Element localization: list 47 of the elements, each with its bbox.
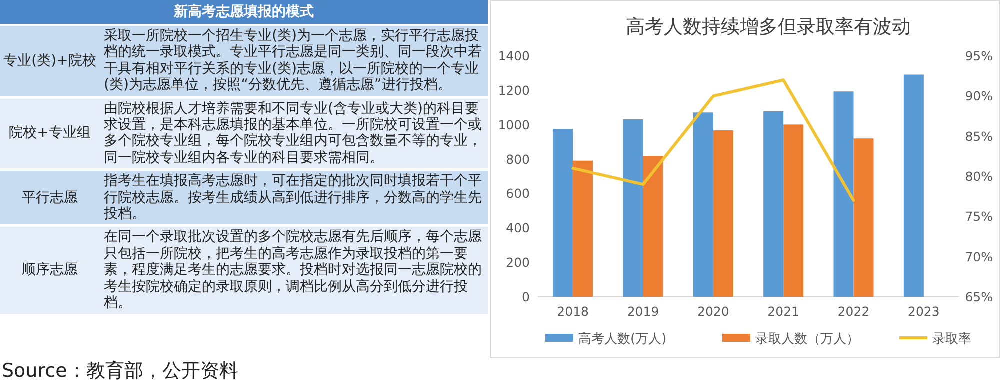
- category-label: 平行志愿: [21, 188, 79, 208]
- text: 新高考志愿填报的模式: [0, 0, 488, 24]
- y2-tick-label: 65%: [965, 290, 994, 304]
- y-tick-label: 1200: [498, 82, 530, 98]
- x-tick-label: 2023: [908, 304, 940, 319]
- y2-tick-label: 70%: [965, 249, 994, 264]
- text: 在同一个录取批次设置的多个院校志愿有先后顺序，每个志愿只包括一所院校，把考生的高考志愿作为录取投档的第一要素，程度满足考生的志愿要求。投档时对选报同一志愿院校的考生按院校确定的录取原则，调档比例从高分到低分进行投档。: [103, 228, 483, 314]
- y2-tick-label: 90%: [965, 88, 994, 104]
- bar: [764, 111, 784, 297]
- bar: [623, 120, 644, 297]
- chart-title: 高考人数持续增多但录取率有波动: [626, 16, 911, 38]
- y-tick-label: 0: [522, 290, 530, 304]
- category-label: 专业(类)+院校: [2, 52, 98, 71]
- x-tick-label: 2020: [698, 304, 730, 319]
- y2-tick-label: 75%: [965, 209, 994, 224]
- category-label: 院校+专业组: [8, 124, 92, 144]
- bar: [693, 112, 714, 297]
- x-tick-label: 2019: [627, 304, 660, 319]
- y-tick-label: 400: [506, 220, 530, 236]
- category-label: 顺序志愿: [21, 261, 79, 280]
- legend-label: 录取率: [932, 331, 972, 347]
- x-tick-label: 2022: [838, 304, 870, 319]
- bar: [834, 92, 854, 297]
- line-series: [572, 78, 856, 202]
- legend-label: 录取人数（万人）: [756, 332, 860, 347]
- y-tick-label: 1000: [498, 117, 530, 132]
- text: 采取一所院校一个招生专业(类)为一个志愿，实行平行志愿投档的统一录取模式。专业平行志愿是同一类别、同一段次中若干具有相对平行关系的专业(类)志愿，以一所院校的一个专业(类)为志愿单位，按照“分数优先、遵循志愿”进行投档。: [103, 27, 483, 96]
- y-tick-label: 200: [506, 255, 530, 270]
- legend-label: 高考人数(万人): [578, 331, 667, 347]
- x-tick-label: 2021: [768, 304, 800, 319]
- bar: [784, 124, 804, 297]
- bar: [553, 129, 574, 297]
- x-tick-label: 2018: [557, 304, 590, 319]
- y-tick-label: 600: [506, 186, 530, 202]
- source-note: Source：教育部，公开资料: [2, 359, 238, 384]
- bar: [573, 160, 594, 297]
- y2-tick-label: 95%: [965, 48, 994, 64]
- y-tick-label: 800: [506, 152, 530, 167]
- bar: [854, 138, 874, 297]
- y2-tick-label: 80%: [965, 169, 994, 184]
- bar: [643, 156, 664, 297]
- bar: [904, 74, 924, 297]
- text: 指考生在填报高考志愿时，可在指定的批次同时填报若干个平行院校志愿。按考生成绩从高到低进行排序，分数高的学生先投档。: [103, 172, 483, 224]
- y2-tick-label: 85%: [965, 128, 994, 144]
- y-tick-label: 1400: [498, 48, 530, 64]
- text: 由院校根据人才培养需要和不同专业(含专业或大类)的科目要求设置，是本科志愿填报的基本单位。一所院校可设置一个或多个院校专业组，每个院校专业组内可包含数量不等的专业，同一院校专业组内各专业的科目要求需相同。: [103, 100, 483, 168]
- bar: [713, 130, 734, 297]
